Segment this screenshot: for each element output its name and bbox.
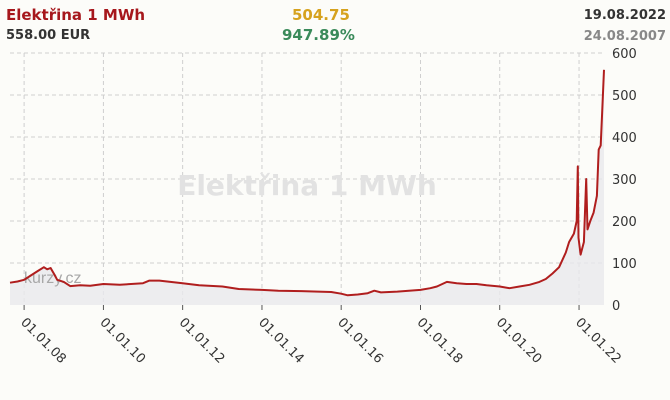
x-tick-label: 01.01.20 <box>493 315 545 367</box>
last-value: 504.75 <box>292 6 350 24</box>
series-area <box>10 69 604 305</box>
series-line <box>9 69 605 297</box>
x-axis: 01.01.08 01.01.10 01.01.12 01.01.14 01.01.16… <box>17 305 624 367</box>
y-tick-label: 300 <box>612 173 637 188</box>
chart-title: Elektřina 1 MWh <box>6 6 146 24</box>
x-tick-label: 01.01.14 <box>255 315 307 367</box>
logo-text: kurzy.cz <box>24 270 81 287</box>
y-tick-label: 600 <box>612 47 637 62</box>
x-tick-label: 01.01.10 <box>97 315 149 367</box>
area-fill <box>10 69 604 305</box>
x-tick-label: 01.01.12 <box>176 315 228 367</box>
series-path <box>9 69 605 297</box>
x-tick-label: 01.01.18 <box>414 315 466 367</box>
x-tick-label: 01.01.08 <box>17 315 69 367</box>
y-tick-label: 0 <box>612 299 620 314</box>
change-percent: 947.89% <box>282 26 355 44</box>
y-axis: 0 100 200 300 400 500 600 <box>612 47 637 314</box>
current-price: 558.00 EUR <box>6 28 91 43</box>
kurzy-logo: kurzy.cz <box>24 270 81 287</box>
date-first: 24.08.2007 <box>583 29 666 44</box>
y-tick-label: 500 <box>612 89 637 104</box>
y-tick-label: 400 <box>612 131 637 146</box>
y-tick-label: 100 <box>612 257 637 272</box>
x-tick-label: 01.01.16 <box>334 315 386 367</box>
date-last: 19.08.2022 <box>583 8 666 23</box>
watermark: Elektřina 1 MWh <box>177 169 437 202</box>
x-tick-label: 01.01.22 <box>572 315 624 367</box>
y-tick-label: 200 <box>612 215 637 230</box>
